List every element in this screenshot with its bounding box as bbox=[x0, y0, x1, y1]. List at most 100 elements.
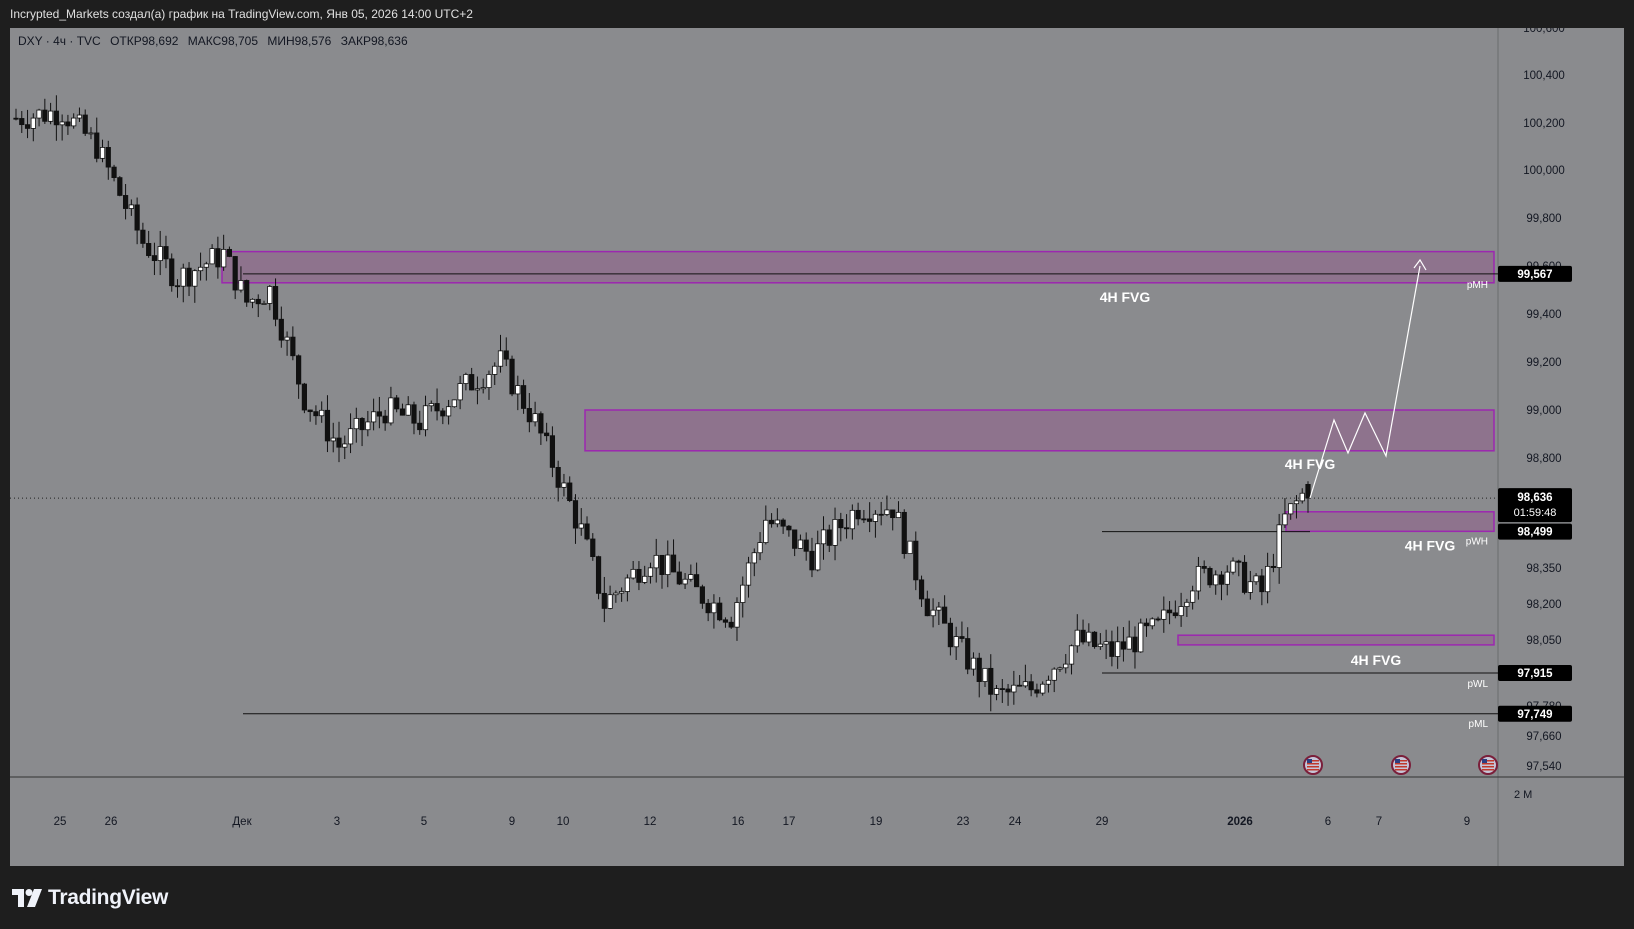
candle[interactable] bbox=[832, 519, 838, 546]
candle[interactable] bbox=[122, 195, 129, 209]
candle[interactable] bbox=[1241, 561, 1248, 593]
candle[interactable] bbox=[624, 577, 630, 592]
us-flag-icon[interactable] bbox=[1478, 755, 1498, 775]
candle[interactable] bbox=[734, 602, 740, 628]
candle[interactable] bbox=[843, 527, 850, 530]
candle[interactable] bbox=[111, 166, 117, 178]
candle[interactable] bbox=[855, 509, 861, 520]
candle[interactable] bbox=[440, 410, 446, 417]
candle[interactable] bbox=[463, 374, 469, 384]
candle[interactable] bbox=[42, 109, 48, 122]
candle[interactable] bbox=[913, 540, 919, 581]
candle[interactable] bbox=[1034, 689, 1040, 694]
candle[interactable] bbox=[630, 568, 636, 579]
candle[interactable] bbox=[901, 511, 907, 555]
candle[interactable] bbox=[619, 591, 625, 594]
candle[interactable] bbox=[647, 567, 654, 577]
candle[interactable] bbox=[555, 467, 561, 488]
candle[interactable] bbox=[665, 554, 671, 575]
candle[interactable] bbox=[711, 602, 717, 614]
candle[interactable] bbox=[221, 248, 227, 268]
candle[interactable] bbox=[549, 435, 556, 468]
fvg-zone[interactable] bbox=[1285, 511, 1495, 533]
candle[interactable] bbox=[572, 500, 579, 529]
fvg-zone[interactable] bbox=[221, 250, 1495, 284]
candle[interactable] bbox=[867, 518, 873, 522]
candle[interactable] bbox=[180, 267, 186, 287]
candle[interactable] bbox=[1045, 679, 1052, 685]
candle[interactable] bbox=[486, 374, 492, 388]
candle[interactable] bbox=[65, 121, 71, 127]
candle[interactable] bbox=[469, 374, 475, 391]
candle[interactable] bbox=[451, 399, 457, 408]
candle[interactable] bbox=[1236, 560, 1242, 563]
candle[interactable] bbox=[186, 267, 192, 287]
candle[interactable] bbox=[970, 657, 977, 670]
candle[interactable] bbox=[1224, 571, 1230, 585]
candle[interactable] bbox=[1074, 629, 1080, 647]
candle[interactable] bbox=[347, 428, 354, 445]
candle[interactable] bbox=[872, 513, 879, 522]
candle[interactable] bbox=[982, 667, 988, 682]
candle[interactable] bbox=[1149, 618, 1155, 627]
candle[interactable] bbox=[953, 636, 959, 648]
candle[interactable] bbox=[13, 117, 19, 120]
candle[interactable] bbox=[699, 586, 705, 604]
candle[interactable] bbox=[1022, 681, 1028, 687]
candle[interactable] bbox=[993, 688, 1000, 695]
candle[interactable] bbox=[163, 246, 169, 260]
candle[interactable] bbox=[261, 303, 267, 305]
candle[interactable] bbox=[1195, 566, 1202, 592]
candle[interactable] bbox=[1005, 688, 1011, 693]
candle[interactable] bbox=[324, 409, 331, 442]
candle[interactable] bbox=[636, 568, 642, 583]
candle[interactable] bbox=[1190, 590, 1196, 603]
candle[interactable] bbox=[820, 529, 827, 545]
candle[interactable] bbox=[99, 147, 106, 159]
candle[interactable] bbox=[1103, 641, 1109, 645]
candle[interactable] bbox=[169, 258, 175, 287]
candle[interactable] bbox=[838, 519, 844, 529]
candle[interactable] bbox=[140, 229, 146, 244]
candle[interactable] bbox=[1218, 574, 1225, 585]
candle[interactable] bbox=[290, 336, 296, 357]
candle[interactable] bbox=[567, 482, 573, 502]
candle[interactable] bbox=[544, 432, 550, 437]
candle[interactable] bbox=[1040, 683, 1046, 694]
candle[interactable] bbox=[740, 584, 746, 603]
candle[interactable] bbox=[1270, 565, 1276, 568]
candle[interactable] bbox=[1184, 601, 1190, 607]
candle[interactable] bbox=[53, 110, 59, 126]
candle[interactable] bbox=[642, 575, 648, 583]
candle[interactable] bbox=[1126, 636, 1132, 650]
candle[interactable] bbox=[30, 117, 36, 129]
candle[interactable] bbox=[659, 554, 665, 575]
candle[interactable] bbox=[313, 411, 319, 417]
candle[interactable] bbox=[394, 397, 400, 410]
candle[interactable] bbox=[682, 578, 688, 585]
candle[interactable] bbox=[376, 411, 382, 417]
candle[interactable] bbox=[197, 266, 204, 272]
candle[interactable] bbox=[1051, 668, 1057, 681]
candle[interactable] bbox=[1253, 575, 1259, 583]
candle[interactable] bbox=[561, 482, 567, 488]
candle[interactable] bbox=[371, 411, 377, 423]
candle[interactable] bbox=[82, 114, 88, 134]
candle[interactable] bbox=[411, 404, 417, 424]
candle[interactable] bbox=[434, 403, 440, 412]
candle[interactable] bbox=[1091, 631, 1098, 648]
candle[interactable] bbox=[1282, 513, 1288, 526]
candle[interactable] bbox=[272, 286, 279, 320]
candle[interactable] bbox=[226, 248, 233, 257]
projection-path[interactable] bbox=[1309, 265, 1421, 499]
fvg-zone[interactable] bbox=[1177, 634, 1495, 646]
candle[interactable] bbox=[1276, 524, 1282, 568]
candle[interactable] bbox=[480, 387, 486, 390]
candle[interactable] bbox=[353, 417, 359, 430]
candle[interactable] bbox=[342, 443, 348, 448]
candle[interactable] bbox=[388, 397, 394, 424]
candle[interactable] bbox=[497, 350, 504, 367]
candle[interactable] bbox=[722, 619, 729, 623]
candle[interactable] bbox=[826, 529, 832, 546]
candle[interactable] bbox=[301, 383, 307, 411]
